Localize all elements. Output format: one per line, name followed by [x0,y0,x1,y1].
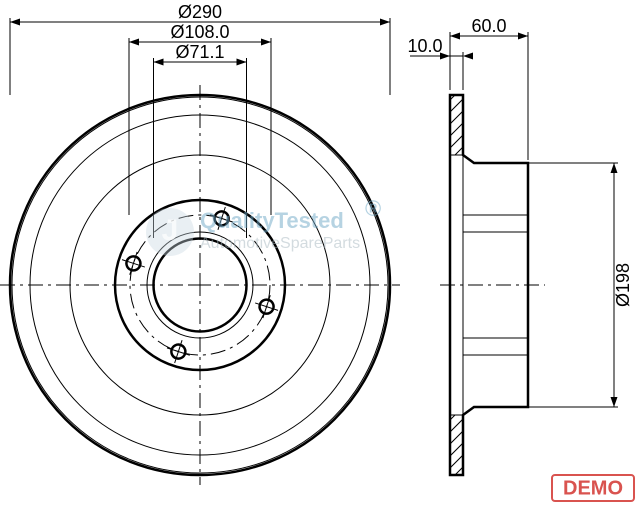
drawing-canvas: Ø290 Ø108.0 Ø71.1 [0,0,640,505]
dim-thick10: 10.0 [407,36,442,56]
demo-text: DEMO [563,477,623,499]
watermark-reg: ® [365,196,381,221]
arrow [261,39,271,46]
arrow [518,33,528,40]
watermark-line2: AutomotiveSpareParts [200,235,360,252]
dim-d108: Ø108.0 [170,22,229,42]
arrow [463,53,473,60]
arrow [237,59,247,66]
watermark-line1: QualityTested [200,208,344,233]
arrow [10,19,20,26]
arrow [611,163,618,173]
dim-d71: Ø71.1 [175,42,224,62]
arrow [380,19,390,26]
dim-d198: Ø198 [613,263,633,307]
arrow [611,397,618,407]
dim-d290: Ø290 [178,2,222,22]
side-view [440,70,545,490]
arrow [450,33,460,40]
watermark: J QualityTested ® AutomotiveSpareParts [146,196,381,256]
front-view [0,85,400,485]
dim-depth60: 60.0 [471,16,506,36]
side-dimensions: 60.0 10.0 Ø198 [407,16,632,407]
watermark-j: J [162,214,179,247]
arrow [154,59,164,66]
arrow [129,39,139,46]
demo-stamp: DEMO [552,475,634,501]
